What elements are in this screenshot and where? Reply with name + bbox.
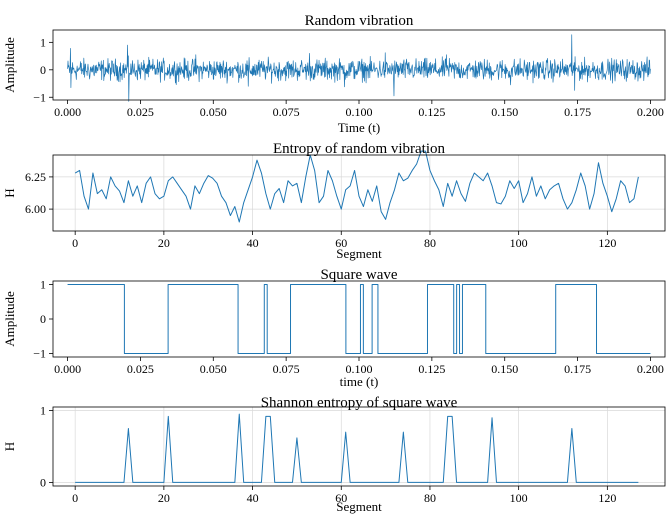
chart-title: Random vibration — [305, 13, 414, 29]
x-tick-label: 0.000 — [54, 105, 81, 119]
x-tick-label: 0.050 — [200, 105, 227, 119]
chart-1: 0.000 0.025 0.050 0.075 0.100 0.125 0.150 0.175… — [2, 13, 666, 135]
chart-4: 0 20 40 60 80 100 120 0 1 Shannon entropy of squa… — [2, 395, 666, 514]
plot-frame — [52, 406, 666, 487]
chart-title: Shannon entropy of square wave — [261, 395, 458, 411]
chart-2: 0 20 40 60 80 100 120 6.00 6.25 Entropy of random… — [2, 141, 666, 261]
x-tick-label: 60 — [335, 491, 347, 505]
chart-title: Entropy of random vibration — [273, 141, 446, 157]
y-tick-label: 1 — [40, 404, 46, 418]
y-axis-label: Amplitude — [2, 37, 17, 93]
x-tick-label: 0.050 — [200, 362, 227, 376]
y-tick-label: 0 — [40, 312, 46, 326]
series-line — [74, 150, 639, 223]
plot-frame — [52, 280, 666, 358]
y-tick-label: 6.25 — [25, 170, 46, 184]
series-line — [67, 34, 651, 102]
plot-frame — [52, 154, 666, 232]
x-tick-label: 0.025 — [127, 362, 154, 376]
x-tick-label: 0.000 — [54, 362, 81, 376]
x-tick-label: 0.100 — [346, 362, 373, 376]
x-tick-label: 80 — [424, 236, 436, 250]
y-axis-label: H — [2, 442, 17, 451]
x-tick-label: 20 — [158, 236, 170, 250]
y-tick-label: 6.00 — [25, 202, 46, 216]
x-tick-label: 0.100 — [346, 105, 373, 119]
x-tick-label: 80 — [424, 491, 436, 505]
x-tick-label: 120 — [598, 491, 616, 505]
x-tick-label: 0.175 — [564, 362, 591, 376]
chart-title: Square wave — [320, 267, 397, 283]
y-tick-label: 1 — [40, 35, 46, 49]
y-tick-label: −1 — [33, 347, 46, 361]
x-tick-label: 0.150 — [491, 362, 518, 376]
x-tick-label: 120 — [598, 236, 616, 250]
x-tick-label: 0.200 — [637, 362, 664, 376]
y-tick-label: 1 — [40, 277, 46, 291]
x-tick-label: 0.125 — [418, 362, 445, 376]
y-axis-label: H — [2, 188, 17, 197]
x-tick-label: 0.025 — [127, 105, 154, 119]
series-line — [75, 413, 639, 483]
x-tick-label: 20 — [158, 491, 170, 505]
y-axis-label: Amplitude — [2, 291, 17, 347]
x-tick-label: 0.150 — [491, 105, 518, 119]
chart-3: 0.000 0.025 0.050 0.075 0.100 0.125 0.150 0.175… — [2, 267, 666, 389]
y-tick-label: 0 — [40, 63, 46, 77]
x-tick-label: 0.175 — [564, 105, 591, 119]
x-tick-label: 100 — [510, 491, 528, 505]
x-tick-label: 0.200 — [637, 105, 664, 119]
x-axis-label: Segment — [336, 246, 382, 261]
y-tick-label: −1 — [33, 90, 46, 104]
x-axis-label: time (t) — [340, 374, 379, 389]
x-tick-label: 0 — [72, 491, 78, 505]
x-tick-label: 0.075 — [273, 362, 300, 376]
x-tick-label: 40 — [247, 236, 259, 250]
x-tick-label: 0 — [72, 236, 78, 250]
x-tick-label: 100 — [510, 236, 528, 250]
x-tick-label: 60 — [335, 236, 347, 250]
x-tick-label: 0.075 — [273, 105, 300, 119]
x-axis-label: Time (t) — [338, 120, 381, 135]
y-tick-label: 0 — [40, 475, 46, 489]
x-tick-label: 40 — [247, 491, 259, 505]
series-line — [67, 283, 651, 355]
x-axis-label: Segment — [336, 499, 382, 514]
x-tick-label: 0.125 — [418, 105, 445, 119]
